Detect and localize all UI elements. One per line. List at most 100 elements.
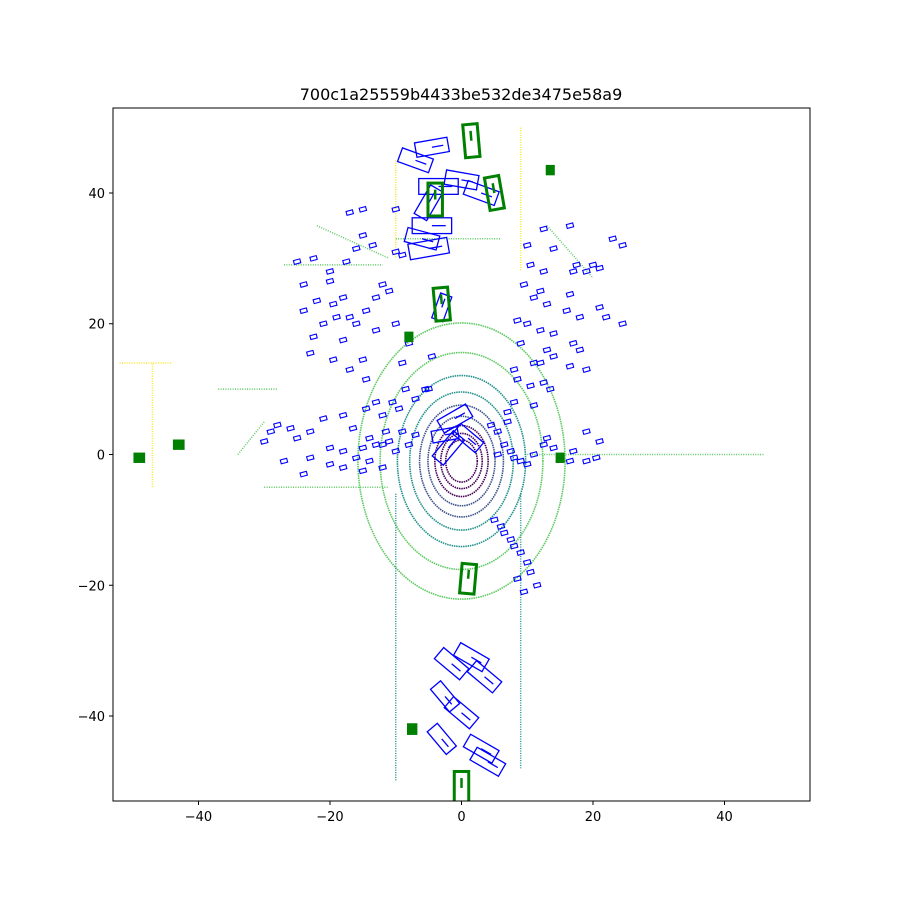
y-tick-label: 40 <box>88 187 105 202</box>
green-heading <box>469 130 473 141</box>
pedestrian-box <box>325 277 335 285</box>
vehicle-box <box>436 403 474 434</box>
pedestrian-box <box>582 428 591 436</box>
pedestrian-box <box>565 457 575 465</box>
lidar-ring <box>427 415 496 507</box>
pedestrian-box <box>351 454 361 462</box>
lidar-ring <box>357 322 566 600</box>
pedestrian-box <box>345 366 355 373</box>
pedestrian-box <box>595 303 604 311</box>
pedestrian-box <box>526 382 535 390</box>
vehicle-heading <box>447 438 457 449</box>
pedestrian-box <box>536 326 545 334</box>
vehicle-box <box>413 184 444 222</box>
pedestrian-box <box>565 290 575 298</box>
pedestrian-box <box>404 441 414 449</box>
pedestrian-box <box>513 575 522 583</box>
vehicle-heading <box>441 738 449 748</box>
pedestrian-box <box>388 398 397 406</box>
vehicle-heading <box>454 412 466 420</box>
pedestrian-box <box>509 542 519 550</box>
green-box <box>406 723 418 735</box>
green-heading <box>466 569 471 579</box>
pedestrian-box <box>325 460 335 468</box>
vehicle-box <box>469 746 507 778</box>
x-axis: −40 −20 0 20 40 <box>185 801 733 825</box>
pedestrian-box <box>536 359 545 367</box>
green-box <box>426 181 444 218</box>
pedestrian-box <box>312 297 322 305</box>
x-tick-label: −40 <box>185 810 212 825</box>
pedestrian-box <box>526 261 535 269</box>
pedestrian-box <box>384 437 394 445</box>
pedestrian-box <box>338 411 348 419</box>
pedestrian-box <box>506 447 516 455</box>
x-tick-label: 20 <box>585 810 602 825</box>
pedestrian-box <box>618 241 627 249</box>
pedestrian-box <box>266 428 276 436</box>
vehicle-heading <box>428 192 435 204</box>
pedestrian-box <box>542 434 552 442</box>
pedestrian-box <box>351 245 361 252</box>
pedestrian-box <box>338 336 348 344</box>
vehicle-box <box>430 426 460 444</box>
pedestrian-box <box>397 428 407 436</box>
pedestrian-box <box>575 313 585 321</box>
pedestrian-box <box>309 254 318 262</box>
pedestrian-box <box>516 457 526 465</box>
pedestrian-box <box>506 536 516 543</box>
pedestrian-box <box>509 454 519 462</box>
pedestrian-box <box>358 205 368 213</box>
pedestrian-box <box>292 434 302 442</box>
vehicle-heading <box>444 695 453 705</box>
vehicle-heading <box>415 159 427 165</box>
pedestrian-box <box>319 415 328 422</box>
vehicle-heading <box>431 144 444 148</box>
pedestrian-box <box>361 375 371 383</box>
vehicle-heading <box>484 676 494 685</box>
chart-title: 700c1a25559b4433be532de3475e58a9 <box>300 85 623 104</box>
pedestrian-box <box>391 205 401 213</box>
pedestrian-box <box>411 395 420 403</box>
lidar-ring <box>396 374 527 548</box>
pedestrian-box <box>493 451 503 458</box>
pedestrian-box <box>522 558 532 566</box>
pedestrian-box <box>591 454 601 462</box>
pedestrian-box <box>549 444 558 452</box>
pedestrian-box <box>549 353 558 360</box>
pedestrian-box <box>411 431 420 439</box>
pedestrian-box <box>361 307 371 315</box>
pedestrian-box <box>526 568 535 576</box>
y-tick-label: −20 <box>78 579 105 594</box>
y-tick-label: −40 <box>78 710 105 725</box>
y-axis: −40 −20 0 20 40 <box>78 187 113 725</box>
pedestrian-box <box>519 588 529 596</box>
y-tick-label: 0 <box>97 449 105 464</box>
pedestrian-box <box>608 235 618 243</box>
pedestrian-box <box>342 258 351 266</box>
pedestrian-box <box>371 398 381 406</box>
vehicle-box <box>462 179 500 207</box>
pedestrian-box <box>332 313 341 321</box>
pedestrian-box <box>259 437 269 445</box>
green-box <box>172 439 185 450</box>
pedestrian-box <box>522 320 532 328</box>
green-box <box>457 561 479 596</box>
pedestrian-box <box>539 441 549 449</box>
vehicle-box <box>403 226 441 251</box>
small-pedestrian-boxes <box>259 205 627 596</box>
pedestrian-box <box>427 353 437 360</box>
pedestrian-box <box>397 251 407 259</box>
vehicle-box <box>413 136 451 158</box>
x-tick-label: −20 <box>316 810 343 825</box>
pedestrian-box <box>358 444 368 452</box>
pedestrian-box <box>338 447 348 455</box>
pedestrian-box <box>565 362 575 370</box>
pedestrian-box <box>384 287 394 295</box>
pedestrian-box <box>595 264 604 272</box>
pedestrian-box <box>401 385 410 393</box>
pedestrian-box <box>539 379 549 387</box>
pedestrian-box <box>522 241 532 249</box>
pedestrian-box <box>345 209 355 217</box>
pedestrian-box <box>292 258 302 266</box>
